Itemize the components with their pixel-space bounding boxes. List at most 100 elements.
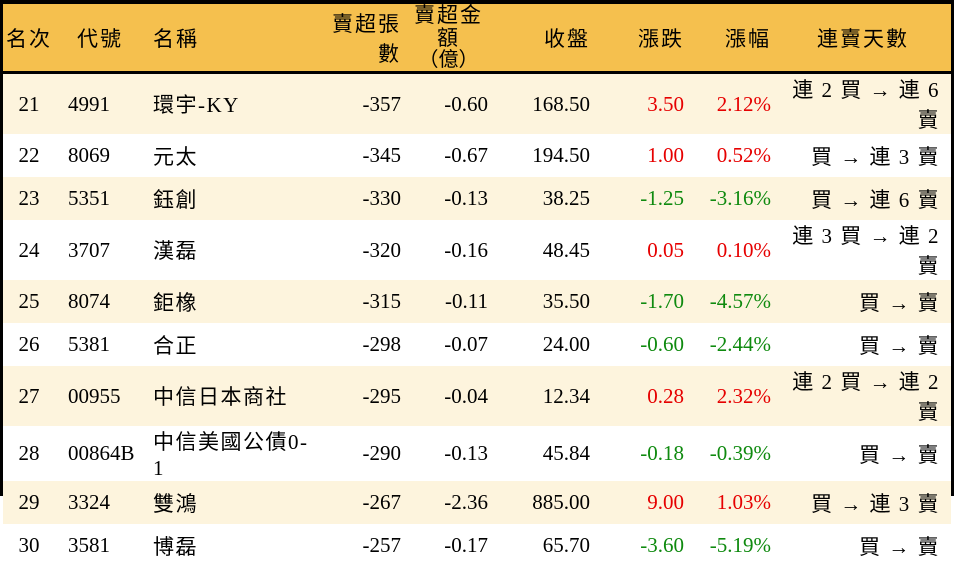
close-price-cell: 48.45 xyxy=(542,237,590,262)
close-price-cell: 12.34 xyxy=(542,383,590,408)
table-row: 21 4991 環宇-KY -357 -0.60 168.50 3.50 2.1… xyxy=(3,72,951,135)
code-cell: 00864B xyxy=(68,441,135,466)
sell-amount-cell: -2.36 xyxy=(444,490,488,515)
close-price-cell: 168.50 xyxy=(532,91,590,116)
price-change-pct-cell: 2.32% xyxy=(716,383,771,408)
name-cell: 環宇-KY xyxy=(153,93,240,118)
sell-volume-cell: -330 xyxy=(362,186,402,211)
rank-cell: 30 xyxy=(18,533,40,558)
table-row: 22 8069 元太 -345 -0.67 194.50 1.00 0.52% … xyxy=(3,134,951,178)
buy-sell-streak-cell: 買 → 連 6 賣 xyxy=(811,187,940,212)
stock-table: 名次 代號 名稱 賣超張數 賣超金額 （億） 收盤 漲跌 漲幅 連賣天數 21 … xyxy=(3,3,951,567)
col-header-change-pct: 漲幅 xyxy=(688,4,775,75)
table-row: 30 3581 博磊 -257 -0.17 65.70 -3.60 -5.19%… xyxy=(3,524,951,567)
code-cell: 8074 xyxy=(68,289,110,314)
price-change-cell: 9.00 xyxy=(647,490,684,515)
name-cell: 中信美國公債0-1 xyxy=(153,430,309,481)
close-price-cell: 194.50 xyxy=(532,143,590,168)
price-change-pct-cell: -2.44% xyxy=(709,332,771,357)
price-change-pct-cell: -4.57% xyxy=(709,289,771,314)
col-header-sell-amount: 賣超金額 （億） xyxy=(405,3,492,75)
price-change-pct-cell: 2.12% xyxy=(716,91,771,116)
col-header-sell-volume: 賣超張數 xyxy=(310,4,405,75)
name-cell: 鈺創 xyxy=(153,187,198,212)
close-price-cell: 38.25 xyxy=(542,186,590,211)
price-change-pct-cell: 0.10% xyxy=(716,237,771,262)
buy-sell-streak-cell: 買 → 連 3 賣 xyxy=(811,144,940,169)
code-cell: 00955 xyxy=(68,383,121,408)
table-row: 25 8074 鉅橡 -315 -0.11 35.50 -1.70 -4.57%… xyxy=(3,280,951,324)
sell-amount-cell: -0.11 xyxy=(445,289,488,314)
code-cell: 5381 xyxy=(68,332,110,357)
sell-volume-cell: -315 xyxy=(362,289,402,314)
name-cell: 博磊 xyxy=(153,534,198,559)
price-change-cell: 0.28 xyxy=(647,383,684,408)
col-header-sell-amount-line1: 賣超金額 xyxy=(414,3,483,51)
price-change-cell: -1.25 xyxy=(640,186,684,211)
rank-cell: 23 xyxy=(18,186,40,211)
price-change-cell: -1.70 xyxy=(640,289,684,314)
buy-sell-streak-cell: 買 → 賣 xyxy=(859,442,940,467)
rank-cell: 22 xyxy=(18,143,40,168)
rank-cell: 27 xyxy=(18,383,40,408)
close-price-cell: 65.70 xyxy=(542,533,590,558)
price-change-pct-cell: -5.19% xyxy=(709,533,771,558)
price-change-cell: -3.60 xyxy=(640,533,684,558)
table-row: 27 00955 中信日本商社 -295 -0.04 12.34 0.28 2.… xyxy=(3,366,951,427)
sell-amount-cell: -0.16 xyxy=(444,237,488,262)
col-header-sell-amount-line2: （億） xyxy=(418,49,479,72)
col-header-code: 代號 xyxy=(55,4,145,75)
name-cell: 元太 xyxy=(153,144,198,169)
table-row: 24 3707 漢磊 -320 -0.16 48.45 0.05 0.10% 連… xyxy=(3,220,951,281)
sell-amount-cell: -0.07 xyxy=(444,332,488,357)
sell-volume-cell: -267 xyxy=(362,490,402,515)
price-change-pct-cell: -3.16% xyxy=(709,186,771,211)
col-header-rank: 名次 xyxy=(3,4,55,75)
table-row: 23 5351 鈺創 -330 -0.13 38.25 -1.25 -3.16%… xyxy=(3,177,951,221)
name-cell: 漢磊 xyxy=(153,239,198,264)
sell-volume-cell: -298 xyxy=(362,332,402,357)
code-cell: 4991 xyxy=(68,91,110,116)
code-cell: 3581 xyxy=(68,533,110,558)
table-row: 29 3324 雙鴻 -267 -2.36 885.00 9.00 1.03% … xyxy=(3,481,951,525)
buy-sell-streak-cell: 連 2 買 → 連 2 賣 xyxy=(792,370,940,425)
rank-cell: 21 xyxy=(18,91,40,116)
col-header-close: 收盤 xyxy=(492,4,594,75)
price-change-cell: -0.18 xyxy=(640,441,684,466)
price-change-pct-cell: -0.39% xyxy=(709,441,771,466)
rank-cell: 28 xyxy=(18,441,40,466)
close-price-cell: 45.84 xyxy=(542,441,590,466)
table-row: 28 00864B 中信美國公債0-1 -290 -0.13 45.84 -0.… xyxy=(3,426,951,482)
sell-amount-cell: -0.04 xyxy=(444,383,488,408)
name-cell: 雙鴻 xyxy=(153,491,198,516)
buy-sell-streak-cell: 連 3 買 → 連 2 賣 xyxy=(792,224,940,279)
col-header-streak: 連賣天數 xyxy=(775,4,951,75)
code-cell: 5351 xyxy=(68,186,110,211)
sell-volume-cell: -290 xyxy=(362,441,402,466)
sell-amount-cell: -0.67 xyxy=(444,143,488,168)
sell-amount-cell: -0.13 xyxy=(444,441,488,466)
col-header-change: 漲跌 xyxy=(594,4,688,75)
name-cell: 鉅橡 xyxy=(153,290,198,315)
price-change-cell: 3.50 xyxy=(647,91,684,116)
rank-cell: 24 xyxy=(18,237,40,262)
sell-volume-cell: -320 xyxy=(362,237,402,262)
rank-cell: 25 xyxy=(18,289,40,314)
code-cell: 8069 xyxy=(68,143,110,168)
rank-cell: 29 xyxy=(18,490,40,515)
sell-amount-cell: -0.13 xyxy=(444,186,488,211)
sell-volume-cell: -345 xyxy=(362,143,402,168)
table-body: 21 4991 環宇-KY -357 -0.60 168.50 3.50 2.1… xyxy=(3,72,951,567)
close-price-cell: 885.00 xyxy=(532,490,590,515)
price-change-cell: 1.00 xyxy=(647,143,684,168)
close-price-cell: 24.00 xyxy=(542,332,590,357)
code-cell: 3324 xyxy=(68,490,110,515)
name-cell: 合正 xyxy=(153,333,198,358)
rank-cell: 26 xyxy=(18,332,40,357)
buy-sell-streak-cell: 連 2 買 → 連 6 賣 xyxy=(792,78,940,133)
price-change-cell: -0.60 xyxy=(640,332,684,357)
table-header-row: 名次 代號 名稱 賣超張數 賣超金額 （億） 收盤 漲跌 漲幅 連賣天數 xyxy=(3,3,951,75)
price-change-pct-cell: 0.52% xyxy=(716,143,771,168)
sell-volume-cell: -357 xyxy=(362,91,402,116)
